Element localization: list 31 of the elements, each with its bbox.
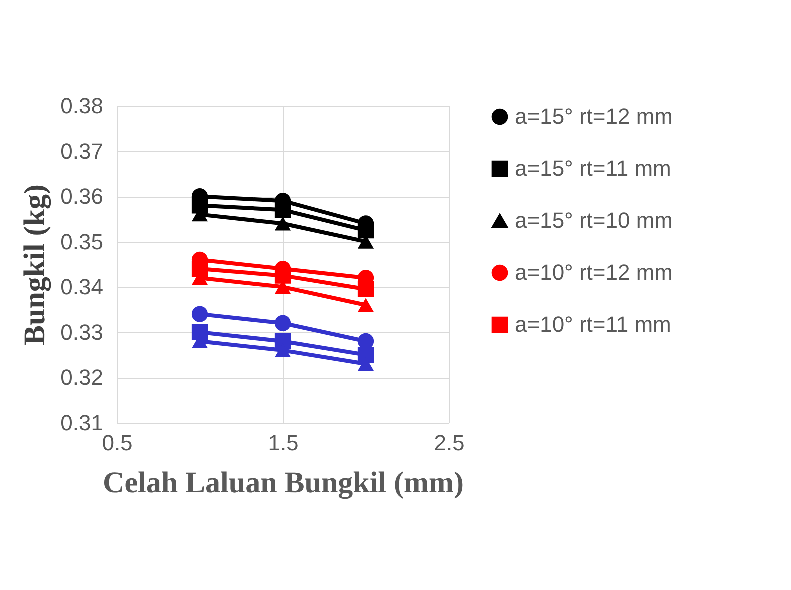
- legend-label: a=10° rt=11 mm: [515, 312, 672, 337]
- y-tick-label: 0.33: [60, 320, 104, 345]
- y-tick-label: 0.32: [60, 365, 104, 390]
- point: [274, 268, 292, 284]
- point: [192, 324, 208, 340]
- point: [192, 306, 208, 322]
- x-axis-title: Celah Laluan Bungkil (mm): [103, 466, 464, 500]
- legend-label: a=15° rt=12 mm: [515, 104, 673, 129]
- point: [274, 315, 292, 332]
- x-tick-label: 1.5: [268, 430, 299, 456]
- y-tick-label: 0.35: [60, 229, 104, 254]
- point: [192, 198, 208, 214]
- y-tick-label: 0.31: [60, 410, 104, 436]
- point: [192, 260, 208, 278]
- point: [358, 281, 374, 298]
- y-tick-label: 0.37: [60, 138, 104, 164]
- y-axis-title: Bungkil (kg): [18, 184, 52, 346]
- x-tick-label: 0.5: [102, 430, 133, 456]
- point: [358, 298, 374, 312]
- y-tick-label: 0.38: [60, 94, 104, 118]
- point: [274, 202, 292, 218]
- point: [274, 216, 292, 231]
- y-tick-label: 0.34: [60, 274, 104, 300]
- point: [358, 347, 374, 364]
- point: [274, 333, 292, 350]
- y-tick-label: 0.36: [60, 184, 104, 210]
- x-tick-label: 2.5: [434, 430, 465, 456]
- legend-label: a=10° rt=12 mm: [515, 260, 673, 285]
- point: [358, 222, 374, 239]
- legend-label: a=15° rt=10 mm: [515, 208, 673, 233]
- legend-label: a=15° rt=11 mm: [515, 156, 672, 181]
